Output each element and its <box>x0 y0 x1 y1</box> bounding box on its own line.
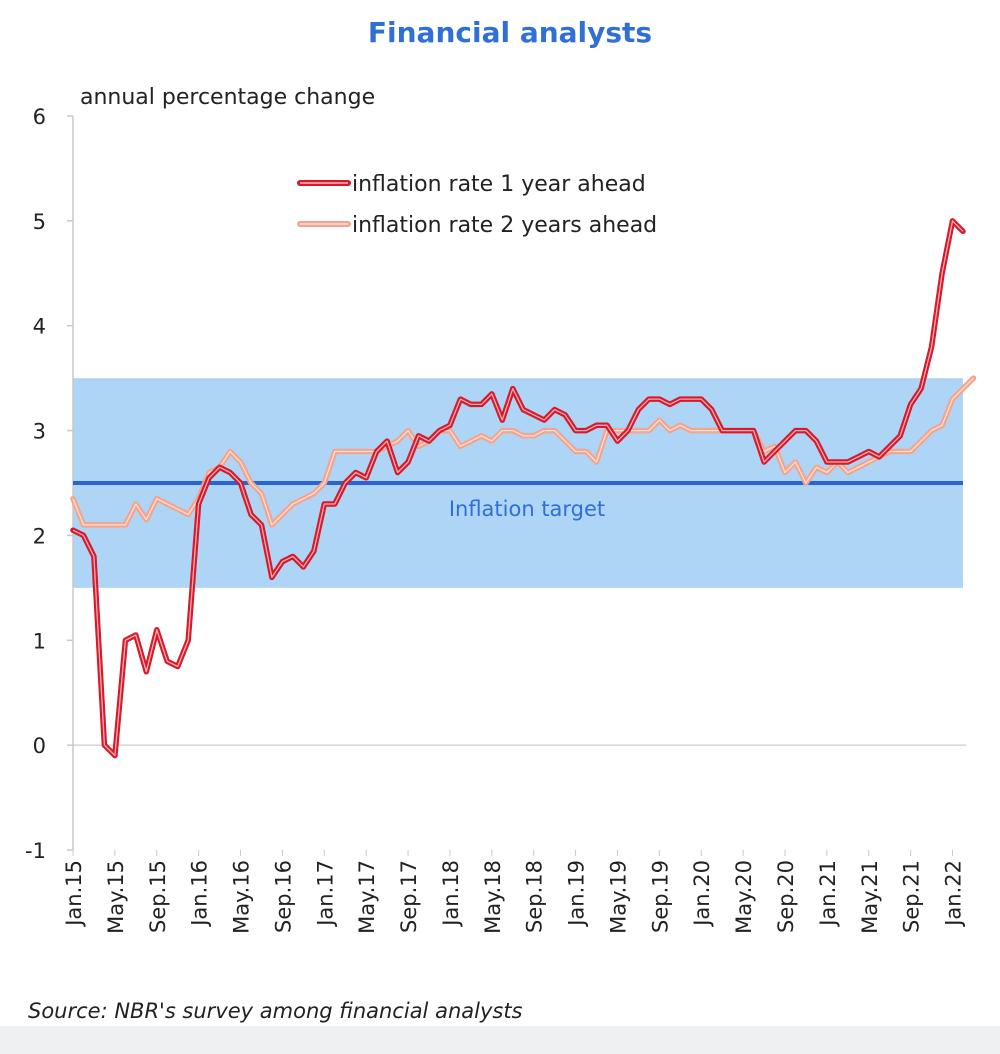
x-tick-label: Sep.17 <box>397 860 421 933</box>
x-tick-label: Sep.16 <box>271 860 295 933</box>
y-tick-label: 1 <box>33 629 46 653</box>
x-tick-label: May.21 <box>858 860 882 934</box>
chart-title: Financial analysts <box>368 16 652 49</box>
x-tick-label: Jan.19 <box>565 860 589 928</box>
x-tick-label: May.20 <box>732 860 756 934</box>
x-tick-label: Sep.15 <box>146 860 170 933</box>
y-tick-label: 4 <box>33 315 46 339</box>
x-tick-label: Jan.21 <box>816 860 840 928</box>
y-tick-label: 5 <box>33 210 46 234</box>
x-tick-label: Jan.17 <box>313 860 337 928</box>
y-axis-ticks: -1 0 1 2 3 4 5 6 <box>25 105 966 863</box>
y-tick-label: 0 <box>33 734 46 758</box>
y-axis-label: annual percentage change <box>80 85 375 110</box>
legend-label-2-years: inflation rate 2 years ahead <box>352 213 657 238</box>
x-tick-label: Jan.18 <box>439 860 463 928</box>
x-tick-label: May.16 <box>230 860 254 934</box>
inflation-target-label: Inflation target <box>449 497 605 521</box>
x-tick-label: Sep.20 <box>774 860 798 933</box>
legend-label-1-year: inflation rate 1 year ahead <box>352 172 646 197</box>
y-tick-label: -1 <box>25 839 46 863</box>
x-tick-label: Jan.20 <box>690 860 714 928</box>
inflation-2-years-line-highlight <box>72 377 974 526</box>
x-tick-label: Sep.18 <box>523 860 547 933</box>
footer-band <box>0 1026 1000 1054</box>
source-note: Source: NBR's survey among financial ana… <box>28 999 523 1023</box>
x-tick-label: Sep.21 <box>900 860 924 933</box>
x-tick-label: May.18 <box>481 860 505 934</box>
series-layer <box>70 218 977 759</box>
x-tick-label: Jan.16 <box>188 860 212 928</box>
x-tick-label: May.19 <box>607 860 631 934</box>
x-tick-label: May.17 <box>355 860 379 934</box>
inflation-1-year-line-highlight <box>72 220 964 757</box>
legend: inflation rate 1 year ahead inflation ra… <box>297 172 657 238</box>
y-tick-label: 6 <box>33 105 46 129</box>
x-axis-ticks: Jan.15 May.15 Sep.15 Jan.16 May.16 Sep.16 Jan.… <box>62 850 966 934</box>
x-tick-label: Jan.22 <box>942 860 966 928</box>
x-tick-label: Jan.15 <box>62 860 86 928</box>
x-tick-label: Sep.19 <box>648 860 672 933</box>
x-tick-label: May.15 <box>104 860 128 934</box>
y-tick-label: 2 <box>33 524 46 548</box>
y-tick-label: 3 <box>33 420 46 444</box>
